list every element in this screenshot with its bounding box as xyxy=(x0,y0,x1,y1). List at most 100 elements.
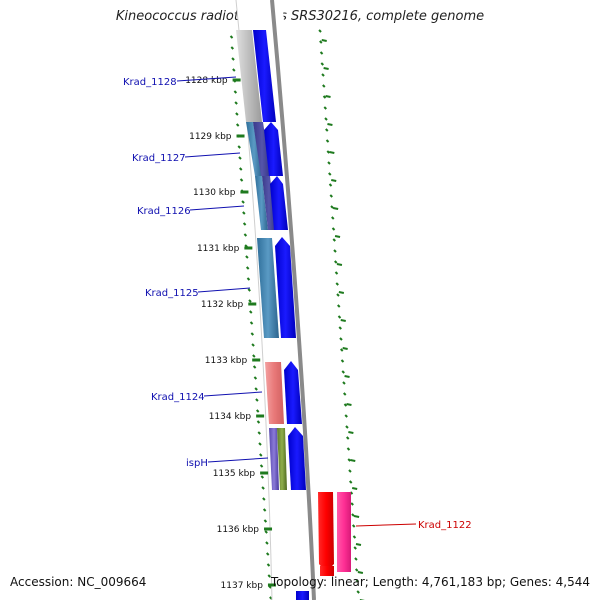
inner-tick xyxy=(245,255,249,259)
outer-tick xyxy=(328,172,332,176)
outer-major-tick xyxy=(355,543,362,546)
outer-tick xyxy=(331,216,335,220)
outer-tick xyxy=(325,128,329,132)
inner-tick xyxy=(255,409,260,413)
inner-tick xyxy=(267,574,271,578)
inner-tick xyxy=(245,266,250,270)
inner-tick xyxy=(231,57,235,61)
inner-tick xyxy=(232,68,236,72)
outer-tick xyxy=(324,117,328,121)
ruler-tick-label: 1129 kbp xyxy=(189,132,232,142)
inner-tick xyxy=(237,145,241,149)
inner-tick xyxy=(260,475,265,479)
inner-tick xyxy=(253,376,258,380)
outer-tick xyxy=(321,73,325,77)
outer-tick xyxy=(333,249,337,253)
gene-label-leader xyxy=(184,152,241,158)
inner-tick xyxy=(256,420,261,424)
outer-tick-ring xyxy=(318,29,365,600)
inner-tick xyxy=(230,46,234,50)
gene-krad-1128[interactable] xyxy=(236,30,276,122)
gene-krad-1124-feature xyxy=(265,362,284,424)
inner-tick xyxy=(255,398,259,402)
inner-tick xyxy=(262,508,267,512)
inner-tick xyxy=(258,442,262,446)
gene-krad-1124-cds xyxy=(284,361,302,424)
gene-label[interactable]: Krad_1124 xyxy=(151,392,205,403)
gene-krad-1125[interactable] xyxy=(257,237,296,338)
map-title: Kineococcus radiotolerans SRS30216, comp… xyxy=(115,9,485,24)
ruler-tick-label: 1134 kbp xyxy=(209,412,252,422)
ruler-tick-label: 1137 kbp xyxy=(221,581,264,591)
outer-major-tick xyxy=(351,487,358,490)
outer-major-tick xyxy=(346,403,352,406)
outer-tick xyxy=(346,447,351,451)
inner-tick xyxy=(259,464,264,468)
gene-label[interactable]: Krad_1126 xyxy=(137,206,191,217)
gene-label-leader xyxy=(197,287,251,293)
outer-tick xyxy=(345,425,349,429)
ruler-tick-label: 1132 kbp xyxy=(201,300,244,310)
inner-tick xyxy=(266,552,270,556)
outer-tick xyxy=(320,62,324,66)
inner-tick xyxy=(234,101,238,105)
outer-tick xyxy=(343,403,348,407)
inner-tick xyxy=(249,321,254,325)
outer-tick xyxy=(351,513,355,517)
inner-tick xyxy=(242,222,247,226)
outer-major-tick xyxy=(336,263,343,266)
ruler-tick-label: 1131 kbp xyxy=(197,244,240,254)
gene-label[interactable]: Krad_1127 xyxy=(132,153,186,164)
ruler-tick-label: 1128 kbp xyxy=(185,76,228,86)
gene-isph[interactable] xyxy=(269,427,306,490)
gene-label-leader xyxy=(207,457,269,463)
inner-tick xyxy=(242,211,246,215)
gene-krad-1127-feature-a xyxy=(246,122,262,176)
outer-tick xyxy=(319,40,323,44)
outer-tick xyxy=(340,348,344,352)
outer-tick xyxy=(347,458,351,462)
inner-tick xyxy=(243,233,248,237)
gene-label-leader xyxy=(176,76,237,82)
inner-tick xyxy=(263,519,268,523)
outer-tick xyxy=(354,568,359,572)
outer-major-tick xyxy=(338,291,345,294)
outer-tick xyxy=(339,337,343,341)
outer-major-tick xyxy=(357,571,364,574)
inner-tick xyxy=(262,497,266,501)
gene-label[interactable]: ispH xyxy=(186,458,208,469)
outer-major-tick xyxy=(331,179,337,182)
topology-text: Topology: linear; Length: 4,761,183 bp; … xyxy=(270,575,590,589)
gene-krad-1126[interactable] xyxy=(255,176,288,230)
gene-krad-1127-feature-b xyxy=(253,122,271,176)
outer-tick xyxy=(325,139,330,143)
inner-tick xyxy=(251,343,255,347)
gene-label[interactable]: Krad_1128 xyxy=(123,77,177,88)
outer-tick xyxy=(323,106,327,110)
gene-krad-1122-feature xyxy=(337,492,351,572)
gene-label[interactable]: Krad_1125 xyxy=(145,288,199,299)
outer-major-tick xyxy=(344,375,350,378)
outer-tick xyxy=(332,238,336,242)
outer-tick xyxy=(344,414,348,418)
outer-major-tick xyxy=(348,431,354,434)
gene-krad-1124[interactable] xyxy=(265,361,302,424)
outer-tick xyxy=(337,304,341,308)
outer-tick xyxy=(349,480,353,484)
outer-major-tick xyxy=(321,39,327,42)
outer-major-tick xyxy=(353,515,360,518)
gene-krad-1128-feature xyxy=(236,30,262,122)
gene-krad-1122[interactable] xyxy=(318,492,351,576)
gene-label[interactable]: Krad_1122 xyxy=(418,520,472,531)
gene-krad-1127[interactable] xyxy=(246,122,283,176)
inner-tick xyxy=(250,332,255,336)
outer-major-tick xyxy=(350,459,356,462)
outer-major-tick xyxy=(332,207,339,210)
genome-backbone xyxy=(270,0,316,600)
inner-tick xyxy=(233,90,238,94)
gene-isph-cds xyxy=(288,427,306,490)
outer-major-tick xyxy=(334,235,341,238)
gene-label-leader xyxy=(355,523,417,527)
